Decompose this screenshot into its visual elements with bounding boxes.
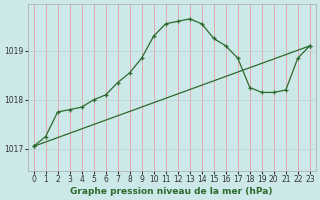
X-axis label: Graphe pression niveau de la mer (hPa): Graphe pression niveau de la mer (hPa) <box>70 187 273 196</box>
